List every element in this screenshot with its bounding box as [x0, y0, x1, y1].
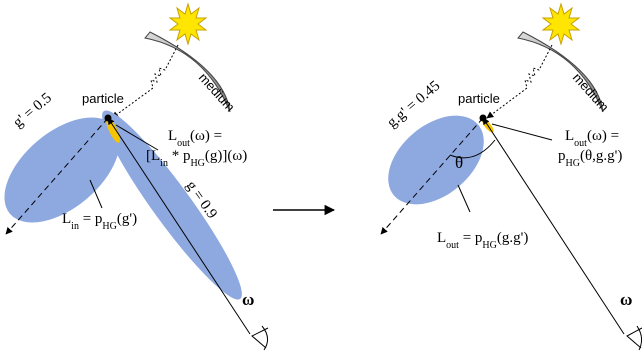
- label-part: (g'): [117, 211, 137, 227]
- subscript: out: [574, 138, 587, 149]
- label-part: p: [558, 148, 566, 164]
- l-in-label: Lin = pHG(g'): [62, 211, 137, 232]
- subscript: out: [446, 240, 459, 251]
- l-out-combined: Lout = pHG(g.g'): [437, 230, 528, 251]
- particle-label: particle: [82, 91, 124, 106]
- omega-label: ω: [620, 290, 632, 309]
- sun: [543, 4, 579, 44]
- subscript: HG: [566, 158, 580, 169]
- particle-dot: [480, 115, 487, 122]
- label-part: (g.g'): [497, 230, 528, 246]
- label-part: (ω) =: [587, 128, 619, 144]
- leader: [492, 124, 552, 140]
- label-part: (θ,g.g'): [580, 148, 622, 164]
- theta-label: θ: [455, 153, 463, 172]
- eye: [627, 326, 642, 350]
- subscript: HG: [102, 221, 116, 232]
- subscript: out: [177, 138, 190, 149]
- l-out-formula: pHG(θ,g.g'): [558, 148, 622, 169]
- label-part: = p: [459, 230, 482, 246]
- label-part: L: [565, 128, 574, 144]
- l-out-label: Lout(ω) =: [168, 128, 222, 149]
- label-part: * p: [168, 148, 191, 164]
- subscript: in: [160, 158, 168, 169]
- particle-dot: [105, 115, 112, 122]
- label-part: = p: [79, 211, 102, 227]
- subscript: HG: [190, 158, 204, 169]
- label-part: (ω) =: [190, 128, 222, 144]
- sun: [170, 4, 206, 44]
- medium-label: medium: [570, 70, 612, 114]
- left-scene: particle medium g' = 0.5 g = 0.9 Lout(ω)…: [0, 4, 268, 350]
- label-part: L: [62, 211, 71, 227]
- label-part: (g)](ω): [205, 148, 247, 164]
- right-scene: particle medium g.g' = 0.45 θ Lout(ω) = …: [371, 4, 642, 350]
- label-part: [L: [146, 148, 160, 164]
- subscript: in: [71, 221, 79, 232]
- label-part: L: [168, 128, 177, 144]
- leader: [458, 185, 470, 212]
- subscript: HG: [482, 240, 496, 251]
- l-out-formula: [Lin * pHG(g)](ω): [146, 148, 247, 169]
- l-out-label: Lout(ω) =: [565, 128, 619, 149]
- diagram: particle medium g' = 0.5 g = 0.9 Lout(ω)…: [0, 0, 642, 354]
- light-ray: [112, 45, 178, 118]
- particle-label: particle: [458, 91, 500, 106]
- g-prime-label: g' = 0.5: [10, 90, 55, 131]
- omega-label: ω: [242, 290, 254, 309]
- light-ray: [487, 45, 552, 118]
- eye: [252, 326, 268, 350]
- medium-label: medium: [196, 70, 238, 114]
- label-part: L: [437, 230, 446, 246]
